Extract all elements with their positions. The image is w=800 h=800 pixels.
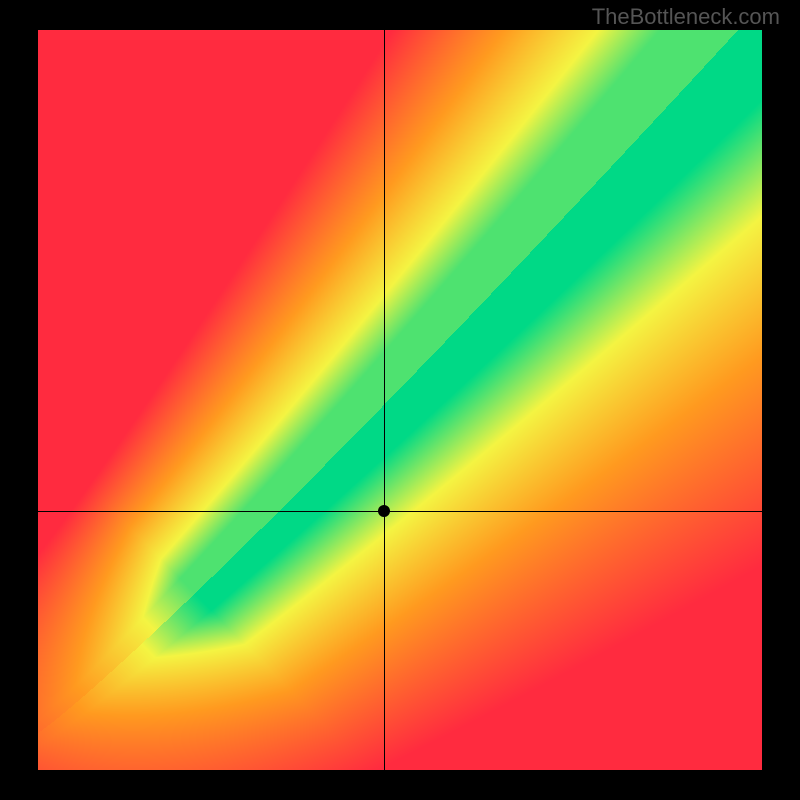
crosshair-horizontal xyxy=(38,511,762,512)
crosshair-vertical xyxy=(384,30,385,770)
watermark-text: TheBottleneck.com xyxy=(592,4,780,30)
crosshair-marker xyxy=(378,505,390,517)
heatmap-plot xyxy=(38,30,762,770)
chart-container: TheBottleneck.com xyxy=(0,0,800,800)
